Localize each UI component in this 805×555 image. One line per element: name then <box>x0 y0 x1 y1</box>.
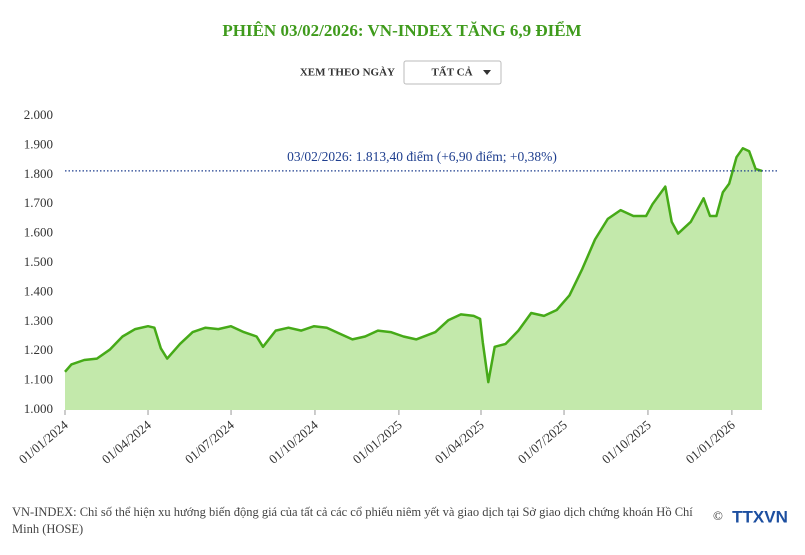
x-tick-label: 01/01/2026 <box>683 417 738 467</box>
filter-label: XEM THEO NGÀY <box>300 67 395 79</box>
chart-title: PHIÊN 03/02/2026: VN-INDEX TĂNG 6,9 ĐIỂM <box>222 21 581 40</box>
x-tick-label: 01/07/2025 <box>515 417 570 467</box>
y-tick-label: 1.100 <box>24 372 53 387</box>
note: VN-INDEX: Chỉ số thể hiện xu hướng biến … <box>12 505 693 536</box>
plot: 1.000 1.100 1.200 1.300 1.400 1.500 1.600 1.700… <box>16 107 778 467</box>
x-tick-label: 01/04/2025 <box>432 417 487 467</box>
y-tick-label: 1.800 <box>24 166 53 181</box>
y-tick-label: 1.000 <box>24 401 53 416</box>
x-tick-label: 01/01/2025 <box>350 417 405 467</box>
y-tick-label: 1.400 <box>24 283 53 298</box>
y-tick-label: 1.200 <box>24 342 53 357</box>
note-box: VN-INDEX: Chỉ số thể hiện xu hướng biến … <box>12 505 693 536</box>
dropdown-arrow[interactable] <box>483 70 491 75</box>
x-tick-label: 01/10/2025 <box>599 417 654 467</box>
dropdown[interactable] <box>403 60 502 85</box>
line <box>64 147 763 384</box>
logo: TTXVN <box>732 507 788 526</box>
y-tick-label: 1.600 <box>24 225 53 240</box>
copyright: © <box>713 508 723 523</box>
x-tick-label: 01/04/2024 <box>99 417 154 467</box>
dropdown-value[interactable]: TẤT CẢ <box>431 66 472 79</box>
y-tick-label: 1.700 <box>24 195 53 210</box>
x-tick-label: 01/01/2024 <box>16 417 71 467</box>
area <box>65 148 762 411</box>
y-tick-label: 1.300 <box>24 313 53 328</box>
y-tick-label: 2.000 <box>24 107 53 122</box>
annotation: 03/02/2026: 1.813,40 điểm (+6,90 điểm; +… <box>287 149 557 164</box>
y-tick-label: 1.500 <box>24 254 53 269</box>
y-tick-label: 1.900 <box>24 136 53 151</box>
x-tick-label: 01/07/2024 <box>182 417 237 467</box>
x-tick-label: 01/10/2024 <box>266 417 321 467</box>
